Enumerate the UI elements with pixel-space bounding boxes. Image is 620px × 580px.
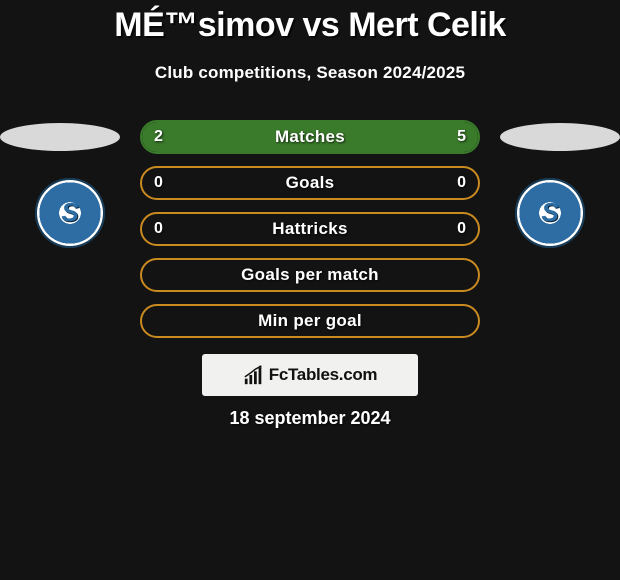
bar-hattricks: 0 Hattricks 0 (140, 212, 480, 246)
page-title: MÉ™simov vs Mert Celik (0, 0, 620, 45)
bar-goals-value-right: 0 (457, 174, 466, 192)
bar-hattricks-value-left: 0 (154, 220, 163, 238)
bar-hattricks-value-right: 0 (457, 220, 466, 238)
bar-matches-value-left: 2 (154, 128, 163, 146)
club-logo-letter: S (541, 197, 558, 228)
branding-text: FcTables.com (269, 365, 378, 385)
bar-goals-value-left: 0 (154, 174, 163, 192)
bar-matches-fill-right (233, 122, 478, 152)
player-oval-right (500, 123, 620, 151)
bar-gpm-label: Goals per match (241, 265, 379, 285)
branding-badge[interactable]: FcTables.com (202, 354, 418, 396)
club-logo-right: S (515, 178, 585, 248)
footer-date: 18 september 2024 (0, 408, 620, 429)
bar-matches: 2 Matches 5 (140, 120, 480, 154)
fctables-logo-icon (243, 364, 265, 386)
page-subtitle: Club competitions, Season 2024/2025 (0, 63, 620, 83)
bar-mpg-label: Min per goal (258, 311, 362, 331)
bar-min-per-goal: Min per goal (140, 304, 480, 338)
bar-goals-label: Goals (286, 173, 335, 193)
bar-goals: 0 Goals 0 (140, 166, 480, 200)
club-logo-letter: S (61, 197, 78, 228)
bar-matches-value-right: 5 (457, 128, 466, 146)
bar-matches-label: Matches (275, 127, 345, 147)
stat-bars: 2 Matches 5 0 Goals 0 0 Hattricks 0 Goal… (140, 120, 480, 350)
player-oval-left (0, 123, 120, 151)
club-logo-left: S (35, 178, 105, 248)
bar-goals-per-match: Goals per match (140, 258, 480, 292)
bar-hattricks-label: Hattricks (272, 219, 347, 239)
